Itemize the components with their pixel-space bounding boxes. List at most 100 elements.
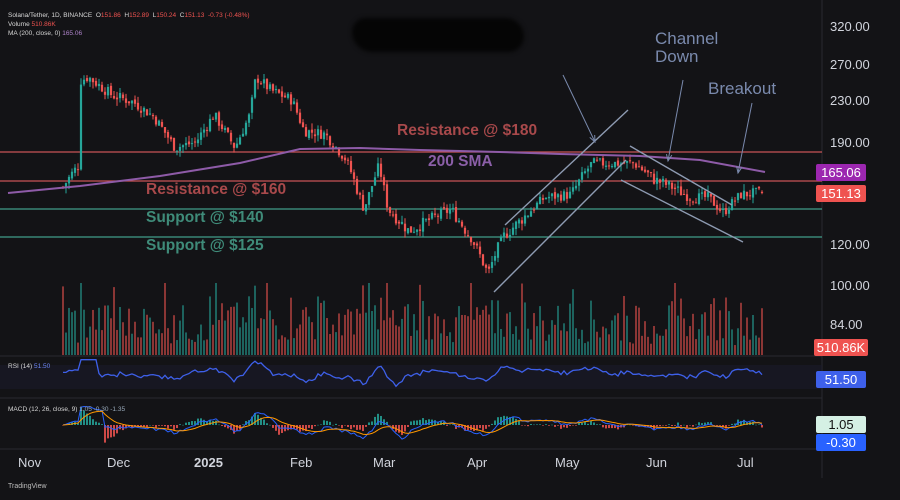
x-label-may: May [555,455,580,470]
candle-body-138 [475,243,479,246]
candle-body-201 [664,179,668,185]
candle-body-178 [595,159,599,161]
volume-bar-176 [590,300,592,355]
x-label-nov: Nov [18,455,42,470]
candle-body-211 [694,202,698,204]
volume-bar-210 [692,313,694,355]
candle-body-149 [508,234,512,237]
candle-body-113 [400,221,404,224]
volume-bar-89 [329,334,331,355]
macd-hist-29 [149,424,151,426]
macd-hist-158 [536,424,538,425]
macd-hist-42 [188,421,190,425]
macd-hist-83 [311,425,313,430]
volume-bar-212 [698,329,700,355]
candle-body-100 [361,194,365,211]
candle-body-65 [256,78,260,83]
price-label-100: 100.00 [830,278,870,293]
volume-bar-109 [389,317,391,355]
candle-body-91 [334,146,338,148]
candle-body-166 [559,194,563,201]
candle-body-202 [667,181,671,185]
volume-bar-197 [653,325,655,355]
macd-hist-214 [704,422,706,425]
macd-hist-135 [467,425,469,431]
macd-hist-38 [176,425,178,429]
volume-bar-159 [539,306,541,355]
volume-bar-208 [686,336,688,355]
candle-body-209 [688,199,692,201]
candle-body-177 [592,158,596,164]
macd-hist-202 [668,424,670,425]
volume-bar-167 [563,323,565,355]
candle-body-179 [598,158,602,160]
candle-body-95 [346,159,350,161]
macd-hist-126 [440,421,442,425]
volume-bar-178 [596,331,598,355]
price-label-320: 320.00 [830,19,870,34]
candle-body-101 [364,204,368,212]
candle-body-184 [613,161,617,168]
candle-body-161 [544,198,548,200]
candle-body-123 [430,212,434,219]
candle-body-2 [67,176,71,184]
macd-hist-118 [416,420,418,425]
volume-bar-148 [506,313,508,355]
macd-hist-54 [224,425,226,428]
macd-hist-129 [449,424,451,426]
volume-bar-52 [218,319,220,355]
candle-body-8 [85,78,89,82]
volume-bar-187 [623,295,625,355]
candle-body-212 [697,193,701,205]
candle-body-33 [160,122,164,127]
volume-bar-152 [518,339,520,355]
candle-body-154 [523,215,527,224]
macd-hist-189 [629,424,631,426]
candle-body-9 [88,77,92,82]
candle-body-221 [724,208,728,215]
macd-hist-37 [173,425,175,430]
candle-body-147 [502,232,506,238]
volume-bar-158 [536,326,538,355]
candle-body-216 [709,193,713,197]
candle-body-233 [760,191,764,193]
macd-hist-47 [203,419,205,425]
volume-bar-149 [509,312,511,355]
macd-hist-44 [194,421,196,425]
candle-body-94 [343,157,347,161]
volume-bar-115 [407,304,409,355]
macd-hist-199 [659,425,661,427]
volume-bar-205 [677,315,679,355]
candle-body-109 [388,207,392,213]
header-macd: MACD (12, 26, close, 9) 1.05 -0.30 -1.35 [8,406,126,413]
volume-bar-46 [200,324,202,355]
macd-hist-161 [545,424,547,425]
candle-body-189 [628,160,632,162]
candle-body-62 [247,114,251,123]
candle-body-155 [526,215,530,217]
candle-body-99 [358,193,362,195]
candle-body-52 [217,112,221,126]
candle-body-170 [571,187,575,192]
volume-bar-221 [725,297,727,355]
candle-body-88 [325,133,329,136]
volume-bar-17 [113,287,115,355]
arrow-breakout-head [736,166,743,175]
volume-bar-163 [551,320,553,355]
volume-bar-82 [308,316,310,355]
volume-bar-150 [512,334,514,355]
macd-hist-194 [644,425,646,428]
candle-body-207 [682,193,686,195]
candle-body-81 [304,127,308,137]
volume-bar-130 [452,342,454,355]
candle-body-54 [223,127,227,131]
candle-body-68 [265,79,269,90]
candle-body-75 [286,93,290,98]
candle-body-96 [349,160,353,173]
candle-body-200 [661,178,665,182]
volume-bar-40 [182,305,184,355]
volume-bar-84 [314,339,316,355]
candle-body-148 [505,233,509,238]
macd-hist-174 [584,421,586,425]
